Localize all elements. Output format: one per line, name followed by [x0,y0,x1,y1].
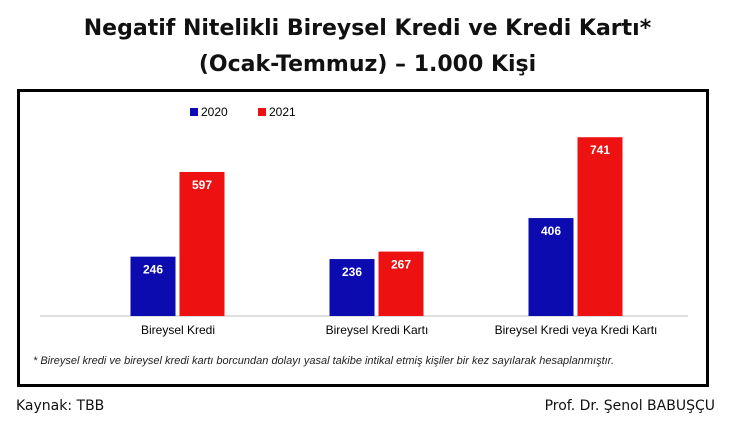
data-label-2021-0: 597 [192,178,212,192]
chart-title-line2: (Ocak-Temmuz) – 1.000 Kişi [198,52,537,77]
data-label-2020-0: 246 [143,263,163,277]
legend-label-2020: 2020 [201,105,228,119]
bar-2020-1 [329,259,375,316]
legend-label-2021: 2021 [269,105,296,119]
bar-2020-2 [528,218,574,316]
bar-2021-1 [378,251,424,316]
category-label-2: Bireysel Kredi veya Kredi Kartı [495,323,658,337]
source-label: Kaynak: TBB [16,398,105,414]
data-label-2020-1: 236 [342,265,362,279]
chart-title-line1: Negatif Nitelikli Bireysel Kredi ve Kred… [83,16,652,41]
chart-footnote: * Bireysel kredi ve bireysel kredi kartı… [33,355,614,367]
bar-2020-0 [130,256,176,316]
category-label-1: Bireysel Kredi Kartı [326,323,429,337]
chart-frame: 2020 2021 246 597 Bireysel Kredi 236 267 Bireys… [17,89,709,387]
legend-swatch-2020 [190,108,198,116]
data-label-2021-2: 741 [590,143,610,157]
bar-2021-0 [179,171,225,316]
legend-swatch-2021 [258,108,266,116]
bar-chart: 2020 2021 246 597 Bireysel Kredi 236 267 Bireys… [40,105,688,337]
author-label: Prof. Dr. Şenol BABUŞÇU [544,398,715,414]
data-label-2020-2: 406 [541,224,561,238]
category-label-0: Bireysel Kredi [141,323,215,337]
data-label-2021-1: 267 [391,258,411,272]
bar-2021-2 [577,137,623,316]
